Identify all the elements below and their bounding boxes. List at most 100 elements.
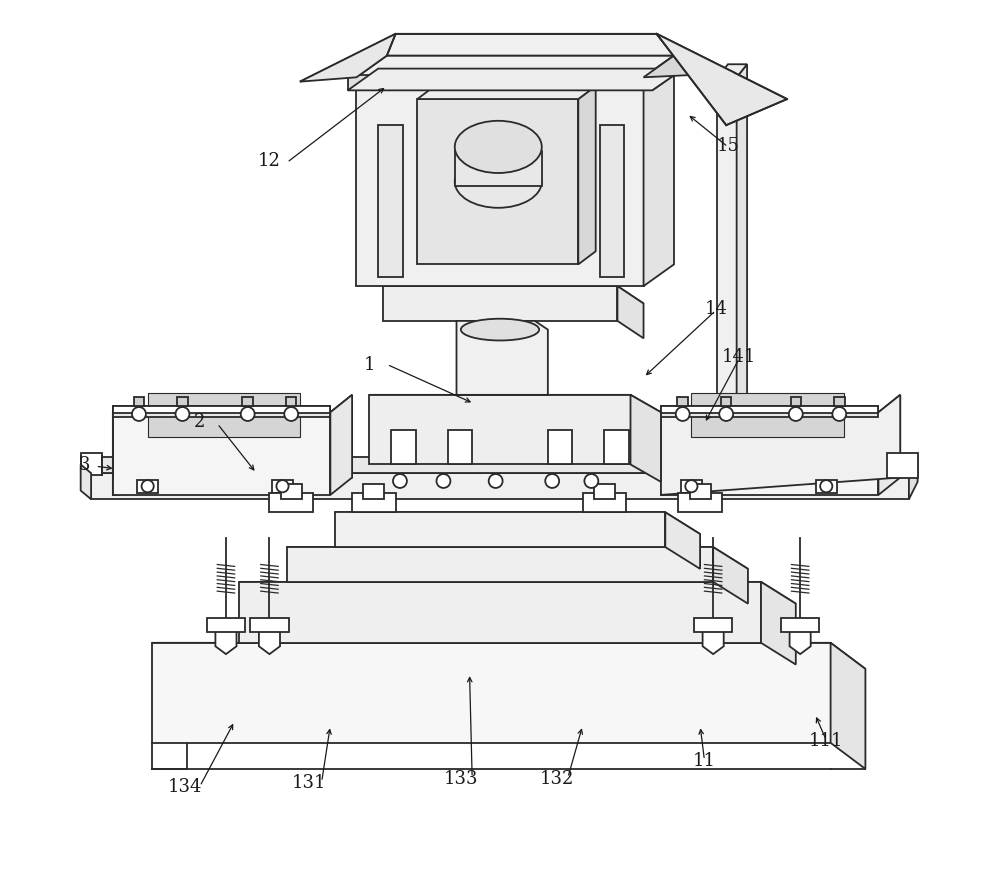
Bar <box>791 398 801 407</box>
Circle shape <box>584 474 598 488</box>
Text: 14: 14 <box>704 300 727 317</box>
Polygon shape <box>631 395 661 482</box>
Bar <box>548 430 572 465</box>
Bar <box>448 430 472 465</box>
Polygon shape <box>665 513 700 569</box>
Polygon shape <box>152 643 831 743</box>
Bar <box>242 398 253 407</box>
Bar <box>137 481 158 494</box>
Bar <box>91 458 909 474</box>
Bar <box>721 398 731 407</box>
Text: 1: 1 <box>364 356 375 374</box>
Polygon shape <box>703 623 724 654</box>
Bar <box>177 398 188 407</box>
Bar <box>281 484 302 500</box>
Bar <box>272 481 293 494</box>
Bar <box>455 152 542 187</box>
Bar <box>717 78 737 482</box>
Bar <box>134 398 144 407</box>
Bar <box>604 430 629 465</box>
Bar <box>816 481 837 494</box>
Polygon shape <box>790 623 811 654</box>
Polygon shape <box>761 582 796 665</box>
Bar <box>286 398 296 407</box>
Text: 134: 134 <box>168 778 202 795</box>
Polygon shape <box>300 35 735 83</box>
Polygon shape <box>657 35 787 126</box>
Polygon shape <box>239 582 796 604</box>
Polygon shape <box>82 456 91 500</box>
Bar <box>600 126 624 278</box>
Circle shape <box>685 481 697 493</box>
Polygon shape <box>152 643 865 669</box>
Text: 15: 15 <box>717 137 739 155</box>
Polygon shape <box>369 395 661 413</box>
Polygon shape <box>617 287 644 339</box>
Polygon shape <box>287 547 713 582</box>
Polygon shape <box>259 623 280 654</box>
Polygon shape <box>215 623 236 654</box>
Polygon shape <box>644 56 674 287</box>
Circle shape <box>832 408 846 421</box>
Polygon shape <box>578 87 596 265</box>
Text: 133: 133 <box>444 769 478 786</box>
Polygon shape <box>81 465 91 500</box>
Circle shape <box>436 474 450 488</box>
Bar <box>113 407 330 417</box>
Bar <box>678 494 722 513</box>
Ellipse shape <box>461 319 539 341</box>
Bar <box>417 100 578 265</box>
Polygon shape <box>644 35 735 78</box>
Polygon shape <box>356 56 674 78</box>
Circle shape <box>393 474 407 488</box>
Bar <box>583 494 626 513</box>
Ellipse shape <box>455 156 542 209</box>
Polygon shape <box>417 87 596 100</box>
Circle shape <box>820 481 832 493</box>
Bar <box>113 413 330 495</box>
Circle shape <box>284 408 298 421</box>
Bar <box>250 619 289 633</box>
Circle shape <box>545 474 559 488</box>
Circle shape <box>789 408 803 421</box>
Text: 2: 2 <box>194 413 206 430</box>
Polygon shape <box>330 395 352 495</box>
Bar <box>148 394 300 437</box>
Text: 132: 132 <box>539 769 574 786</box>
Polygon shape <box>713 547 748 604</box>
Bar <box>352 494 396 513</box>
Polygon shape <box>652 54 684 91</box>
Bar <box>391 430 416 465</box>
Polygon shape <box>456 322 548 395</box>
Bar <box>661 413 878 495</box>
Text: 11: 11 <box>693 752 716 769</box>
Bar <box>690 484 711 500</box>
Circle shape <box>276 481 289 493</box>
Text: 3: 3 <box>78 456 90 474</box>
Bar <box>887 454 918 478</box>
Bar <box>81 454 102 475</box>
Polygon shape <box>300 35 396 83</box>
Text: 131: 131 <box>291 773 326 791</box>
Polygon shape <box>335 513 665 547</box>
Bar <box>661 407 878 417</box>
Polygon shape <box>239 582 761 643</box>
Polygon shape <box>287 547 748 569</box>
Text: 111: 111 <box>809 732 843 749</box>
Polygon shape <box>369 395 631 465</box>
Polygon shape <box>717 65 747 78</box>
Polygon shape <box>383 287 617 322</box>
Circle shape <box>241 408 255 421</box>
Bar <box>781 619 819 633</box>
Bar <box>681 481 702 494</box>
Polygon shape <box>737 65 747 482</box>
Bar <box>677 398 688 407</box>
Text: 141: 141 <box>722 348 756 365</box>
Polygon shape <box>383 287 644 304</box>
Polygon shape <box>909 456 918 500</box>
Bar <box>356 78 644 287</box>
Bar <box>348 76 652 91</box>
Circle shape <box>142 481 154 493</box>
Ellipse shape <box>455 122 542 174</box>
Bar <box>661 407 878 414</box>
